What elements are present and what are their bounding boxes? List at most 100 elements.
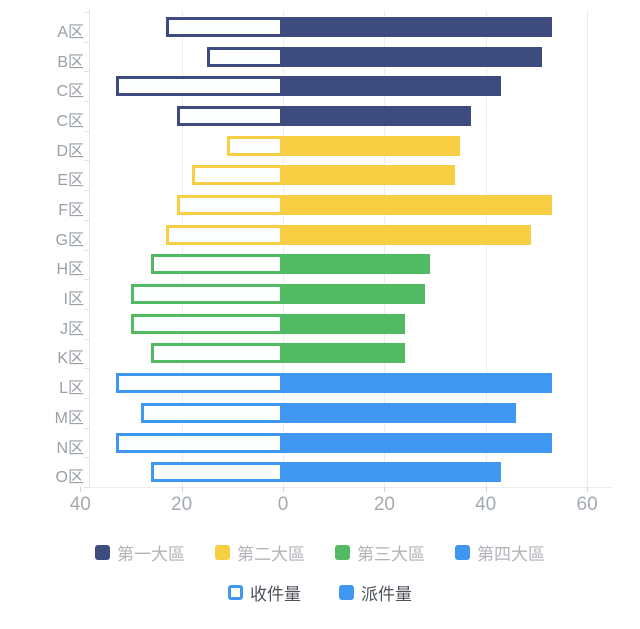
bar-dispatch-12 [283, 373, 552, 394]
legend-label: 收件量 [250, 585, 301, 604]
y-axis-label: D区 [56, 142, 84, 160]
y-axis-label: G区 [55, 231, 84, 249]
legend-item-group-2[interactable]: 第二大區 [215, 540, 305, 565]
bar-dispatch-5 [283, 165, 456, 186]
x-tick-mark [587, 487, 589, 492]
legend-item-series-2[interactable]: 派件量 [339, 580, 412, 605]
category-tick [84, 130, 89, 132]
legend-item-group-3[interactable]: 第三大區 [335, 540, 425, 565]
category-tick [84, 487, 89, 488]
y-axis-label: A区 [57, 23, 84, 41]
bar-receive-6 [176, 195, 283, 215]
x-axis-tick-label: 40 [69, 494, 91, 515]
legend-swatch-icon [228, 585, 243, 600]
bar-receive-1 [207, 46, 283, 67]
y-axis-label: M区 [54, 409, 84, 427]
y-axis-label: C区 [56, 112, 84, 130]
x-axis-line [89, 487, 612, 488]
gridline [485, 10, 487, 487]
category-tick [84, 160, 89, 162]
bar-receive-8 [151, 254, 283, 275]
x-axis-tick-label: 0 [277, 494, 289, 515]
category-tick [84, 249, 89, 251]
y-axis-label: L区 [59, 380, 84, 398]
bar-receive-9 [131, 284, 283, 304]
legend-label: 第三大區 [357, 545, 425, 564]
category-tick [84, 279, 89, 281]
legend-swatch-icon [215, 545, 230, 560]
legend-label: 第二大區 [237, 545, 305, 564]
bar-dispatch-14 [283, 432, 552, 453]
legend-item-group-1[interactable]: 第一大區 [95, 540, 185, 565]
category-tick [84, 397, 89, 399]
bar-dispatch-4 [283, 135, 461, 156]
bar-dispatch-3 [283, 105, 471, 126]
gridline [384, 10, 386, 487]
x-axis-tick-label: 20 [373, 494, 395, 515]
legend-groups-row: 第一大區 第二大區 第三大區 第四大區 [0, 540, 640, 565]
bar-dispatch-9 [283, 284, 425, 304]
y-axis-label: B区 [57, 53, 84, 71]
y-axis-label: O区 [55, 469, 84, 487]
category-tick [84, 338, 89, 340]
bar-receive-14 [115, 432, 283, 453]
bar-receive-4 [227, 135, 283, 156]
bar-receive-13 [141, 402, 283, 423]
legend-label: 派件量 [361, 585, 412, 604]
legend-series-row: 收件量 派件量 [0, 580, 640, 605]
x-tick-mark [485, 487, 487, 492]
x-tick-mark [181, 487, 183, 492]
bar-receive-7 [166, 224, 283, 245]
y-axis-line [89, 10, 90, 487]
bar-dispatch-11 [283, 343, 405, 364]
legend-swatch-icon [339, 585, 354, 600]
category-tick [84, 71, 89, 73]
legend-swatch-icon [95, 545, 110, 560]
x-axis-tick-label: 60 [576, 494, 598, 515]
y-axis-label: C区 [56, 83, 84, 101]
x-axis-tick-label: 40 [475, 494, 497, 515]
y-axis-label: K区 [57, 350, 84, 368]
x-tick-mark [384, 487, 386, 492]
gridline [283, 10, 284, 487]
y-axis-label: F区 [58, 202, 84, 219]
category-tick [84, 41, 89, 43]
category-tick [84, 219, 89, 221]
category-tick [84, 427, 89, 429]
gridline [587, 10, 589, 487]
x-tick-mark [283, 487, 284, 492]
bar-receive-11 [151, 343, 283, 364]
y-axis-label: I区 [63, 291, 84, 308]
category-tick [84, 308, 89, 310]
y-axis-label: N区 [56, 439, 84, 457]
bar-dispatch-6 [283, 195, 552, 215]
category-tick [84, 12, 89, 13]
category-tick [84, 190, 89, 192]
bar-receive-12 [115, 373, 283, 394]
y-axis-label: H区 [56, 261, 84, 279]
bar-dispatch-8 [283, 254, 430, 275]
legend-swatch-icon [335, 545, 350, 560]
bar-dispatch-13 [283, 402, 517, 423]
x-axis-tick-label: 20 [171, 494, 193, 515]
x-tick-mark [80, 487, 82, 492]
bar-receive-0 [166, 16, 283, 37]
bar-dispatch-0 [283, 16, 552, 37]
bar-receive-10 [131, 313, 283, 334]
category-tick [84, 368, 89, 370]
bar-dispatch-15 [283, 462, 501, 483]
bar-receive-5 [191, 165, 283, 186]
bar-receive-15 [151, 462, 283, 483]
legend-item-group-4[interactable]: 第四大區 [455, 540, 545, 565]
bar-receive-2 [115, 76, 283, 97]
category-tick [84, 457, 89, 459]
legend-label: 第四大區 [477, 545, 545, 564]
legend-label: 第一大區 [117, 545, 185, 564]
legend-swatch-icon [455, 545, 470, 560]
bar-dispatch-10 [283, 313, 405, 334]
y-axis-label: J区 [59, 320, 84, 338]
bar-receive-3 [176, 105, 283, 126]
bar-dispatch-2 [283, 76, 501, 97]
legend-item-series-1[interactable]: 收件量 [228, 580, 301, 605]
